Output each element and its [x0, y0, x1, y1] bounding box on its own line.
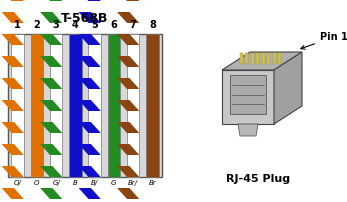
Bar — [240, 53, 243, 64]
Polygon shape — [2, 100, 24, 111]
Text: G: G — [111, 180, 117, 186]
Polygon shape — [222, 70, 274, 124]
Bar — [88, 34, 101, 177]
Text: Pin 1: Pin 1 — [301, 32, 347, 49]
Polygon shape — [2, 78, 24, 89]
Polygon shape — [40, 122, 62, 133]
Text: B/: B/ — [91, 180, 98, 186]
Polygon shape — [222, 52, 302, 70]
Polygon shape — [2, 188, 24, 199]
Polygon shape — [40, 144, 62, 155]
Polygon shape — [2, 144, 24, 155]
Polygon shape — [2, 0, 24, 1]
Polygon shape — [79, 56, 101, 67]
Text: 7: 7 — [130, 20, 136, 30]
Polygon shape — [79, 34, 101, 45]
Text: Br/: Br/ — [128, 180, 138, 186]
Text: Br: Br — [149, 180, 156, 186]
Polygon shape — [40, 188, 62, 199]
Text: 3: 3 — [53, 20, 59, 30]
Polygon shape — [79, 144, 101, 155]
Polygon shape — [2, 34, 24, 45]
Polygon shape — [2, 56, 24, 67]
Polygon shape — [2, 122, 24, 133]
Polygon shape — [40, 78, 62, 89]
Polygon shape — [117, 12, 139, 23]
Polygon shape — [79, 166, 101, 177]
Polygon shape — [79, 122, 101, 133]
Polygon shape — [117, 56, 139, 67]
Polygon shape — [40, 100, 62, 111]
Bar — [8, 34, 162, 177]
Text: 2: 2 — [34, 20, 40, 30]
Text: T-568B: T-568B — [61, 12, 109, 24]
Bar — [262, 53, 265, 64]
Bar — [251, 53, 254, 64]
Bar — [245, 53, 248, 64]
Polygon shape — [117, 144, 139, 155]
Bar — [11, 34, 24, 177]
Polygon shape — [238, 124, 258, 136]
Polygon shape — [117, 78, 139, 89]
Polygon shape — [2, 166, 24, 177]
Bar — [127, 34, 139, 177]
Bar — [230, 75, 266, 114]
Text: O: O — [34, 180, 40, 186]
Polygon shape — [40, 0, 62, 1]
Polygon shape — [2, 12, 24, 23]
Polygon shape — [79, 0, 101, 1]
Bar — [146, 34, 159, 177]
Polygon shape — [117, 0, 139, 1]
Polygon shape — [117, 166, 139, 177]
Text: 8: 8 — [149, 20, 156, 30]
Bar — [31, 34, 43, 177]
Polygon shape — [117, 34, 139, 45]
Text: B: B — [73, 180, 78, 186]
Polygon shape — [117, 122, 139, 133]
Polygon shape — [117, 188, 139, 199]
Polygon shape — [40, 56, 62, 67]
Text: 6: 6 — [110, 20, 117, 30]
Bar — [256, 53, 260, 64]
Polygon shape — [40, 34, 62, 45]
Bar — [268, 53, 270, 64]
Text: 1: 1 — [14, 20, 21, 30]
Polygon shape — [79, 188, 101, 199]
Bar — [273, 53, 276, 64]
Text: O/: O/ — [14, 180, 22, 186]
Text: 4: 4 — [72, 20, 79, 30]
Bar — [108, 34, 120, 177]
Text: RJ-45 Plug: RJ-45 Plug — [226, 174, 290, 184]
Polygon shape — [79, 12, 101, 23]
Polygon shape — [274, 52, 302, 124]
Polygon shape — [79, 100, 101, 111]
Bar — [279, 53, 281, 64]
Polygon shape — [117, 100, 139, 111]
Bar — [50, 34, 62, 177]
Polygon shape — [40, 166, 62, 177]
Text: G/: G/ — [52, 180, 60, 186]
Polygon shape — [40, 12, 62, 23]
Polygon shape — [79, 78, 101, 89]
Bar — [69, 34, 82, 177]
Text: 5: 5 — [91, 20, 98, 30]
